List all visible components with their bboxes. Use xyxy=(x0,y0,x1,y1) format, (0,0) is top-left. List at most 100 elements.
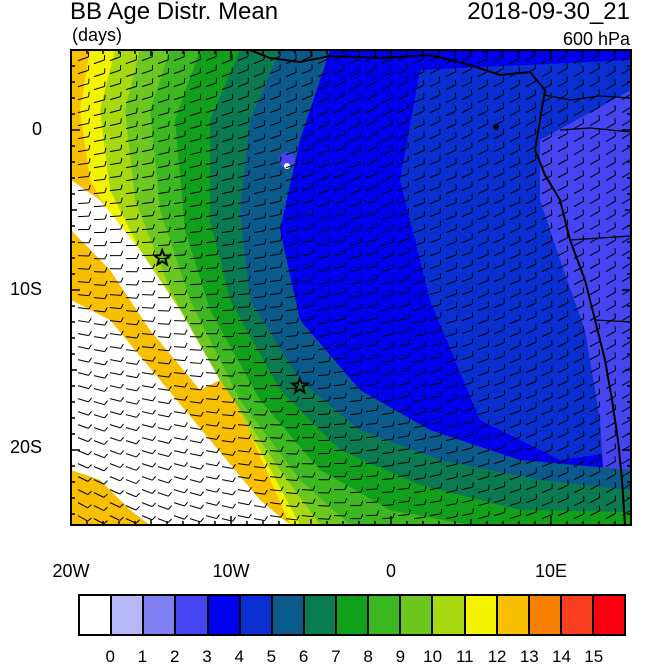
wind-barb xyxy=(429,89,441,101)
wind-barb xyxy=(429,233,441,244)
wind-barb xyxy=(589,180,601,192)
wind-barb xyxy=(109,131,123,140)
wind-barb xyxy=(189,226,203,234)
colorbar-swatch xyxy=(337,596,370,634)
wind-barb xyxy=(221,173,234,182)
colorbar-swatch xyxy=(369,596,402,634)
wind-barb xyxy=(445,485,459,494)
wind-barb xyxy=(221,199,235,208)
wind-barb xyxy=(349,106,361,117)
wind-barb xyxy=(509,288,521,299)
wind-barb xyxy=(477,327,489,338)
wind-barb xyxy=(77,158,91,166)
wind-barb xyxy=(77,291,92,297)
wind-barb xyxy=(301,472,316,478)
wind-barb xyxy=(461,246,473,257)
wind-barb xyxy=(333,405,347,413)
wind-barb xyxy=(109,250,124,257)
wind-barb xyxy=(365,313,379,322)
wind-barb xyxy=(461,351,474,361)
wind-barb xyxy=(461,311,474,322)
wind-barb xyxy=(333,379,347,387)
wind-barb xyxy=(525,428,537,439)
wind-barb xyxy=(205,130,218,140)
wind-barb xyxy=(413,119,425,130)
wind-barb xyxy=(541,209,553,221)
wind-barb xyxy=(157,399,172,405)
wind-barb xyxy=(429,273,442,283)
wind-barb xyxy=(125,81,138,91)
wind-barb xyxy=(221,265,235,273)
wind-barb xyxy=(461,325,474,335)
wind-barb xyxy=(189,213,203,221)
wind-barb xyxy=(205,196,219,205)
wind-barb xyxy=(125,200,139,208)
wind-barb xyxy=(109,184,123,192)
wind-barb xyxy=(461,168,473,179)
wind-barb xyxy=(157,292,172,299)
wind-barb xyxy=(525,258,537,270)
wind-barb xyxy=(589,258,601,270)
wind-barb xyxy=(109,317,124,323)
wind-barb xyxy=(269,103,281,114)
wind-barb xyxy=(173,249,187,257)
wind-barb xyxy=(477,53,489,65)
wind-barb xyxy=(573,326,585,338)
wind-barb xyxy=(189,424,204,430)
wind-barb xyxy=(301,498,316,504)
wind-barb xyxy=(317,409,332,416)
wind-barb xyxy=(189,451,204,457)
wind-barb xyxy=(253,476,268,482)
wind-barb xyxy=(605,300,617,312)
wind-barb xyxy=(509,301,521,312)
wind-barb xyxy=(573,287,585,299)
island-dot xyxy=(493,124,499,130)
wind-barb xyxy=(445,132,457,143)
wind-barb xyxy=(285,264,299,273)
wind-barb xyxy=(253,502,268,508)
wind-barb xyxy=(221,318,236,325)
wind-barb xyxy=(573,508,585,520)
wind-barb xyxy=(445,171,457,182)
wind-barb xyxy=(125,266,140,273)
wind-barb xyxy=(93,440,109,445)
wind-barb xyxy=(365,300,378,309)
wind-barb xyxy=(493,416,506,426)
wind-barb xyxy=(397,457,411,465)
wind-barb xyxy=(109,104,122,114)
wind-barb xyxy=(205,262,219,270)
wind-barb xyxy=(173,342,188,348)
wind-barb xyxy=(285,93,297,104)
wind-barb xyxy=(525,206,537,218)
wind-barb xyxy=(461,76,473,88)
wind-barb xyxy=(157,452,172,457)
wind-barb xyxy=(525,350,537,361)
wind-barb xyxy=(413,106,425,117)
wind-barb xyxy=(317,395,331,403)
wind-barb xyxy=(205,236,219,244)
wind-barb xyxy=(285,436,300,442)
wind-barb xyxy=(317,264,331,273)
wind-barb xyxy=(237,130,250,140)
wind-barb xyxy=(349,277,362,286)
wind-barb xyxy=(509,249,521,260)
wind-barb xyxy=(557,102,569,114)
wind-barb xyxy=(509,340,521,351)
wind-barb xyxy=(77,489,92,496)
wind-barb xyxy=(429,338,442,348)
wind-barb xyxy=(589,271,601,283)
wind-barb xyxy=(573,79,585,91)
wind-barb xyxy=(477,497,490,507)
wind-barb xyxy=(285,422,300,429)
wind-barb xyxy=(557,401,569,413)
wind-barb xyxy=(429,299,442,309)
wind-barb xyxy=(189,504,205,510)
wind-barb xyxy=(349,421,363,429)
wind-barb xyxy=(93,505,108,512)
wind-barb xyxy=(109,489,124,495)
wind-barb xyxy=(573,404,585,416)
wind-barb xyxy=(493,494,506,504)
wind-barb xyxy=(349,145,361,156)
wind-barb xyxy=(301,90,313,101)
wind-barb xyxy=(445,393,458,403)
